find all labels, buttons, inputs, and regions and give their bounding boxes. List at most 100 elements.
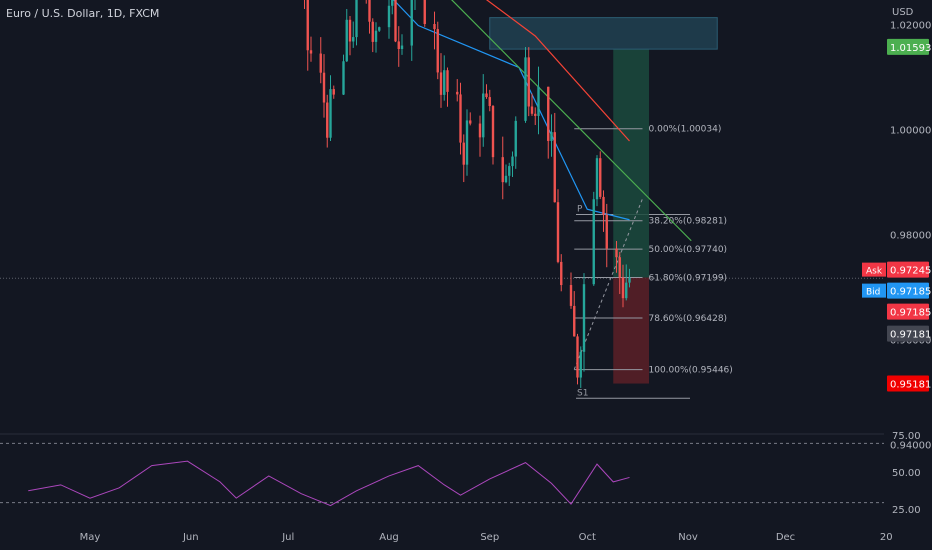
candle-body	[397, 41, 400, 49]
currency-label: USD	[892, 7, 914, 18]
candle-body	[501, 157, 504, 183]
price-tag-label-bg	[862, 262, 886, 277]
x-axis-tick-label: Dec	[776, 532, 795, 543]
candle-body	[618, 257, 621, 278]
price-tag-label: Bid	[866, 288, 880, 298]
candle-body	[439, 72, 443, 95]
candle-body	[537, 86, 540, 116]
candle-body	[368, 0, 371, 22]
price-tag-value: 0.97185	[890, 287, 931, 298]
rsi-line	[28, 460, 630, 507]
price-tag-bg	[887, 261, 929, 278]
fib-level-label: 100.00%(0.95446)	[649, 366, 733, 376]
candle-body	[488, 97, 491, 107]
price-tag-label: Ask	[866, 267, 883, 277]
candle-body	[560, 261, 563, 286]
candle-body	[410, 0, 413, 46]
fib-level-label: 78.60%(0.96428)	[649, 314, 728, 324]
candle-body	[569, 285, 573, 306]
price-tag-bg	[887, 38, 929, 55]
candle-body	[491, 106, 495, 158]
candle-body	[355, 0, 358, 38]
candle-body	[433, 24, 436, 30]
candle-body	[579, 351, 582, 378]
candle-body	[423, 0, 426, 25]
y-axis-tick-label: 1.00000	[890, 126, 931, 137]
fib-level-label: 50.00%(0.97740)	[649, 245, 728, 255]
candle-body	[595, 158, 599, 200]
candle-body	[342, 61, 345, 95]
candle-body	[456, 91, 459, 95]
candle-body	[400, 45, 404, 49]
candle-body	[462, 142, 465, 165]
candle-body	[306, 0, 309, 51]
pivot-label-p: P	[577, 205, 583, 215]
y-axis-tick-label: 0.94000	[890, 441, 931, 452]
candle-body	[326, 102, 329, 138]
candle-body	[527, 57, 530, 107]
candle-body	[459, 94, 462, 143]
candle-body	[576, 336, 579, 378]
price-tag-value: 0.95181	[890, 379, 931, 390]
x-axis-tick-label: Sep	[480, 532, 499, 543]
candle-body	[436, 29, 439, 73]
x-axis-tick-label: 20	[880, 532, 893, 543]
candle-body	[514, 120, 517, 157]
long-position-profit-zone	[613, 46, 649, 278]
candle-body	[348, 19, 352, 42]
rsi-axis-tick-label: 75.00	[892, 431, 921, 442]
candle-body	[615, 248, 618, 258]
x-axis-tick-label: Aug	[379, 532, 399, 543]
moving-average-mid	[485, 0, 630, 142]
candle-body	[391, 0, 394, 6]
candle-body	[599, 158, 602, 197]
candle-body	[628, 277, 631, 283]
candle-body	[524, 57, 527, 121]
long-position-loss-zone	[613, 277, 649, 384]
x-axis-tick-label: Jun	[182, 532, 199, 543]
candle-body	[504, 175, 508, 183]
candle-body	[582, 284, 586, 352]
candle-body	[550, 132, 553, 141]
moving-average-fast	[392, 0, 630, 221]
price-tag-bg	[887, 303, 929, 320]
candle-body	[573, 305, 576, 337]
downtrend-line	[451, 0, 692, 242]
candle-body	[319, 53, 322, 73]
pivot-label-s1: S1	[577, 388, 588, 398]
zone-rectangle	[489, 17, 718, 50]
price-tag-value: 1.01593	[890, 43, 931, 54]
candle-body	[621, 277, 625, 299]
candle-body	[443, 70, 446, 95]
candle-body	[345, 19, 348, 62]
fib-level-label: 38.20%(0.98281)	[649, 217, 728, 227]
fib-trend-dashed	[573, 198, 643, 370]
candle-body	[352, 37, 355, 42]
fib-level-label: 61.80%(0.97199)	[649, 274, 728, 284]
candle-body	[374, 30, 378, 42]
candle-body	[556, 202, 560, 262]
price-tag-bg	[887, 325, 929, 342]
y-axis-tick-label: 0.98000	[890, 231, 931, 242]
candle-body	[482, 93, 485, 138]
candle-body	[332, 89, 335, 95]
candle-body	[469, 120, 472, 124]
candle-body	[547, 86, 550, 141]
candle-body	[592, 199, 595, 285]
candle-body	[553, 132, 556, 203]
price-tag-bg	[887, 282, 929, 299]
candle-body	[530, 106, 534, 114]
rsi-axis-tick-label: 25.00	[892, 505, 921, 516]
candle-body	[394, 0, 397, 42]
candle-body	[329, 89, 332, 138]
fib-level-label: 0.00%(1.00034)	[649, 125, 722, 135]
x-axis-tick-label: May	[80, 532, 101, 543]
candle-body	[322, 72, 326, 103]
candle-body	[508, 166, 511, 176]
candle-body	[485, 93, 488, 98]
candle-body	[605, 214, 608, 249]
candle-body	[309, 50, 313, 54]
rsi-axis-tick-label: 50.00	[892, 468, 921, 479]
price-tag-label-bg	[862, 283, 886, 298]
